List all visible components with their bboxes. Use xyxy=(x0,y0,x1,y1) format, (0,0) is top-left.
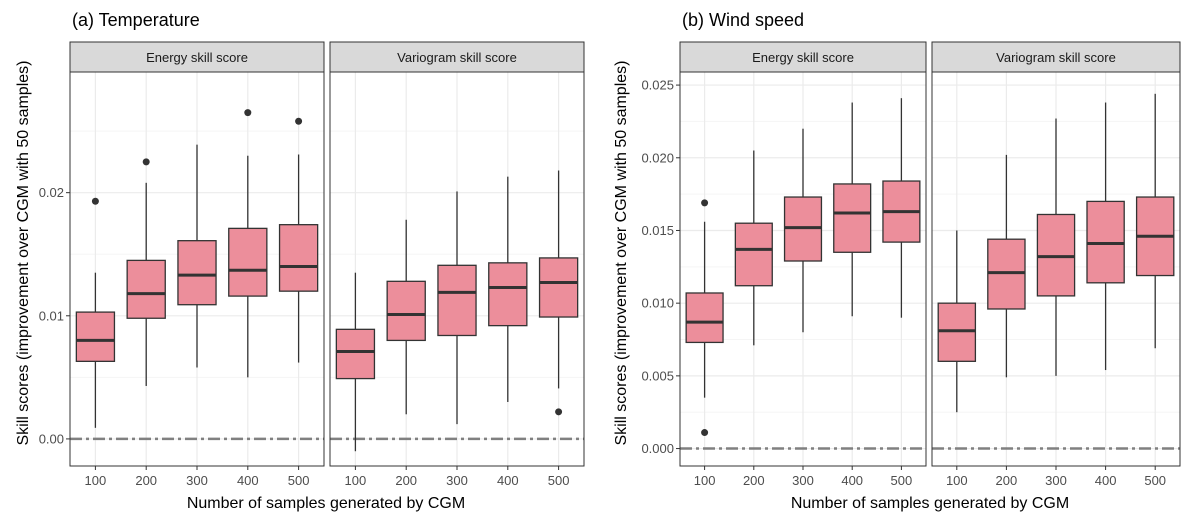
x-tick-label: 300 xyxy=(446,473,468,488)
x-tick-label: 400 xyxy=(237,473,259,488)
facet-panel: Energy skill score 100 200 300 400 500 xyxy=(679,41,927,488)
outlier-point xyxy=(295,117,303,125)
x-tick-label: 500 xyxy=(548,473,570,488)
y-tick-label: 0.02 xyxy=(39,185,64,200)
interquartile-box xyxy=(278,224,319,292)
x-tick-label: 200 xyxy=(996,473,1018,488)
boxplot-box xyxy=(833,102,872,317)
x-tick-label: 200 xyxy=(395,473,417,488)
facet-strip xyxy=(69,41,325,73)
y-tick-label: 0.005 xyxy=(641,368,674,383)
boxplot-box xyxy=(1135,93,1175,349)
outlier-point xyxy=(701,429,709,437)
boxplot-box xyxy=(734,150,773,346)
y-tick-label: 0.020 xyxy=(641,150,674,165)
interquartile-box xyxy=(386,280,426,342)
x-tick-label: 400 xyxy=(1095,473,1117,488)
facet-strip xyxy=(329,41,585,73)
facet-panel: Energy skill score 100 200 300 400 500 xyxy=(69,41,325,488)
boxplot-box xyxy=(278,117,319,363)
facet-strip xyxy=(931,41,1181,73)
facet-strip-label: Variogram skill score xyxy=(397,50,517,65)
x-tick-label: 200 xyxy=(135,473,157,488)
chart-title: (a) Temperature xyxy=(72,10,200,30)
x-tick-label: 100 xyxy=(345,473,367,488)
boxplot-box xyxy=(126,158,166,386)
y-axis-label: Skill scores (improvement over CGM with … xyxy=(613,61,630,446)
facet-strip-label: Variogram skill score xyxy=(996,50,1116,65)
interquartile-box xyxy=(538,257,579,318)
interquartile-box xyxy=(437,264,477,337)
x-tick-label: 400 xyxy=(841,473,863,488)
boxplot-box xyxy=(685,199,724,437)
interquartile-box xyxy=(685,292,724,344)
interquartile-box xyxy=(75,311,116,362)
x-tick-label: 500 xyxy=(891,473,913,488)
x-tick-label: 100 xyxy=(85,473,107,488)
x-tick-label: 500 xyxy=(1144,473,1166,488)
interquartile-box xyxy=(177,240,217,306)
x-axis-label: Number of samples generated by CGM xyxy=(791,495,1069,512)
interquartile-box xyxy=(488,262,528,327)
wind-speed-chart: (b) Wind speed Skill scores (improvement… xyxy=(613,10,1181,512)
x-axis-label: Number of samples generated by CGM xyxy=(187,495,465,512)
boxplot-box xyxy=(228,109,268,378)
y-axis-label: Skill scores (improvement over CGM with … xyxy=(15,61,32,446)
outlier-point xyxy=(244,109,252,117)
interquartile-box xyxy=(734,222,773,287)
outlier-point xyxy=(701,199,709,207)
boxplot-box xyxy=(177,144,217,368)
y-tick-label: 0.00 xyxy=(39,431,64,446)
y-tick-label: 0.015 xyxy=(641,223,674,238)
boxplot-box xyxy=(987,154,1026,378)
interquartile-box xyxy=(335,328,376,380)
x-tick-label: 300 xyxy=(1045,473,1067,488)
y-tick-label: 0.025 xyxy=(641,78,674,93)
chart-title: (b) Wind speed xyxy=(682,10,804,30)
facet-strip-label: Energy skill score xyxy=(146,50,248,65)
outlier-point xyxy=(91,197,99,205)
boxplot-box xyxy=(488,176,528,402)
temperature-chart: (a) Temperature Skill scores (improvemen… xyxy=(15,10,585,512)
facet-strip-label: Energy skill score xyxy=(752,50,854,65)
boxplot-box xyxy=(335,272,376,452)
x-tick-label: 300 xyxy=(186,473,208,488)
facet-strip xyxy=(679,41,927,73)
boxplot-box xyxy=(882,98,921,318)
outlier-point xyxy=(555,408,563,416)
x-tick-label: 400 xyxy=(497,473,519,488)
boxplot-box xyxy=(783,128,823,333)
x-tick-label: 100 xyxy=(946,473,968,488)
boxplot-box xyxy=(437,191,477,425)
y-tick-label: 0.010 xyxy=(641,296,674,311)
facet-panel: Variogram skill score 100 200 300 400 500 xyxy=(931,41,1181,488)
boxplot-box xyxy=(538,170,579,416)
x-tick-label: 100 xyxy=(694,473,716,488)
y-tick-label: 0.01 xyxy=(39,308,64,323)
x-tick-label: 300 xyxy=(792,473,814,488)
interquartile-box xyxy=(228,227,268,297)
facet-panel: Variogram skill score 100 200 300 400 500 xyxy=(329,41,585,488)
interquartile-box xyxy=(126,259,166,319)
boxplot-box xyxy=(75,197,116,428)
boxplot-box xyxy=(1086,102,1125,371)
interquartile-box xyxy=(833,183,872,253)
boxplot-box xyxy=(937,230,977,413)
outlier-point xyxy=(142,158,150,166)
x-tick-label: 200 xyxy=(743,473,765,488)
boxplot-box xyxy=(386,219,426,415)
x-tick-label: 500 xyxy=(288,473,310,488)
y-tick-label: 0.000 xyxy=(641,441,674,456)
boxplot-box xyxy=(1036,118,1076,376)
